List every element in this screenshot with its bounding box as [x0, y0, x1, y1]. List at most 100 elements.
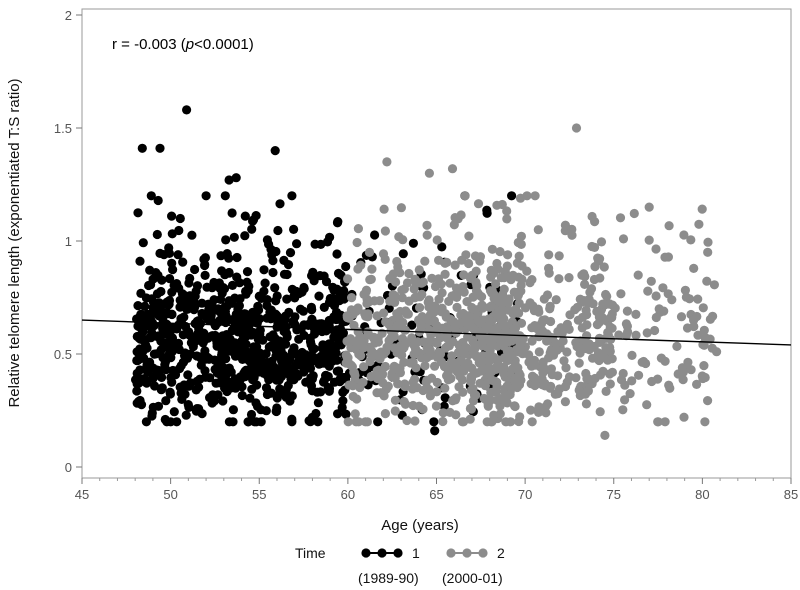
series-1-point-466	[275, 199, 285, 209]
series-2-point-954	[514, 380, 525, 390]
series-1-point-674	[280, 311, 291, 321]
series-2-point-713	[615, 213, 626, 223]
series-2-point-853	[445, 278, 455, 288]
series-2-point-976	[700, 417, 710, 427]
series-2-point-724	[501, 417, 511, 427]
series-2-point-937	[557, 328, 567, 338]
series-1-point-258	[260, 278, 270, 288]
series-2-point-142	[559, 356, 569, 366]
series-2-point-41	[350, 409, 360, 419]
series-1-point-516	[273, 225, 283, 236]
series-2-point-992	[469, 339, 480, 349]
series-1-point-871	[507, 191, 517, 201]
series-2-point-585	[440, 269, 450, 279]
series-1-point-744	[185, 379, 195, 389]
series-1-point-754	[152, 229, 162, 240]
series-1-point-142	[271, 406, 281, 417]
series-2-point-274	[534, 402, 544, 412]
series-1-point-687	[299, 367, 309, 377]
series-2-point-228	[379, 308, 389, 318]
series-2-point-832	[702, 276, 712, 286]
series-2-point-402	[486, 301, 496, 311]
series-1-point-402	[312, 387, 322, 397]
series-2-point-424	[353, 224, 363, 234]
series-2-point-859	[463, 315, 474, 325]
series-1-point-794	[270, 333, 280, 343]
series-1-point-773	[329, 301, 340, 311]
series-2-point-105	[560, 397, 571, 407]
y-tick-label: 1.5	[54, 121, 72, 136]
series-2-point-862	[642, 400, 652, 410]
series-2-point-493	[679, 230, 689, 240]
series-2-point-883	[483, 401, 493, 411]
series-1-point-804	[217, 344, 227, 354]
series-1-point-672	[319, 302, 329, 312]
series-2-point-916	[529, 358, 539, 368]
series-2-point-794	[605, 299, 615, 309]
series-2-point-633	[510, 401, 520, 412]
series-1-point-614	[277, 356, 287, 366]
series-1-point-715	[177, 289, 187, 299]
series-2-point-88	[341, 350, 351, 360]
series-1-point-788	[172, 279, 182, 289]
series-1-point-710	[133, 208, 143, 218]
series-2-point-876	[363, 329, 373, 339]
series-1-point-717	[275, 370, 285, 380]
series-2-point-843	[411, 278, 421, 289]
series-1-point-735	[165, 330, 175, 341]
series-2-point-955	[412, 337, 422, 347]
plot-area	[81, 8, 792, 479]
series-1-point-651	[231, 383, 241, 393]
series-2-point-680	[554, 251, 564, 261]
series-1-point-784	[161, 396, 171, 406]
series-2-point-368	[379, 204, 389, 214]
series-2-point-614	[492, 258, 502, 269]
series-1-point-469	[232, 252, 242, 263]
series-1-point-671	[283, 362, 293, 372]
series-1-point-281	[138, 238, 148, 248]
series-1-point-949	[134, 396, 144, 407]
series-1-point-657	[259, 286, 269, 296]
series-2-point-926	[469, 390, 480, 400]
series-1-point-372	[341, 409, 351, 419]
series-2-point-229	[644, 235, 654, 245]
series-2-point-998	[703, 396, 713, 406]
series-2-point-529	[697, 204, 707, 214]
series-1-point-592	[185, 273, 195, 283]
series-1-point-664	[321, 277, 332, 287]
series-1-point-329	[268, 267, 278, 278]
series-2-point-351	[694, 219, 704, 229]
series-1-point-941	[137, 143, 147, 153]
series-2-point-837	[408, 377, 418, 387]
series-1-point-654	[248, 375, 258, 385]
series-1-point-575	[227, 325, 237, 336]
series-1-point-518	[239, 369, 249, 379]
series-2-point-728	[385, 273, 395, 284]
x-tick-label: 85	[784, 487, 798, 502]
series-1-point-658	[332, 355, 342, 365]
series-1-point-33	[140, 301, 150, 311]
y-tick-label: 0	[65, 460, 72, 475]
series-2-point-448	[595, 407, 605, 417]
series-2-point-353	[581, 305, 591, 315]
series-1-point-346	[341, 261, 351, 272]
series-1-point-344	[306, 381, 317, 391]
series-2-point-145	[558, 336, 568, 346]
series-2-point-766	[516, 286, 526, 296]
series-2-point-449	[627, 376, 637, 386]
series-2-point-836	[680, 285, 691, 295]
series-2-point-904	[470, 368, 480, 378]
series-2-point-928	[457, 255, 467, 265]
series-1-point-880	[398, 249, 408, 259]
series-1-point-685	[266, 244, 276, 254]
series-1-point-352	[334, 366, 344, 376]
series-1-point-488	[150, 371, 160, 381]
series-2-point-893	[477, 338, 487, 348]
series-1-point-781	[200, 270, 210, 280]
series-2-point-124	[410, 416, 420, 426]
series-2-point-763	[387, 371, 397, 382]
series-2-point-107	[380, 361, 390, 372]
series-1-point-653	[224, 267, 234, 278]
series-2-point-915	[380, 254, 390, 264]
